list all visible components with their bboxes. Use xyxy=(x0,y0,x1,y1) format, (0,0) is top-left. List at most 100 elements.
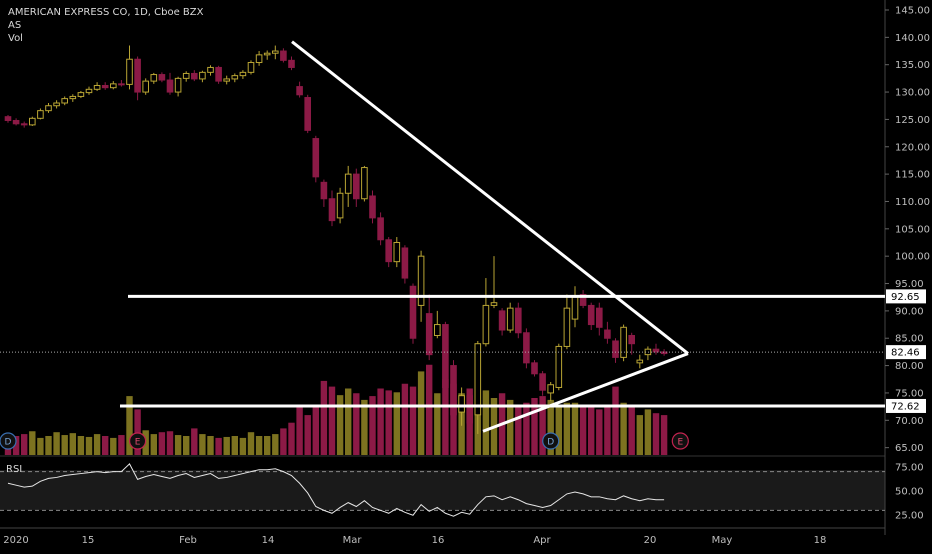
volume-bar xyxy=(29,431,36,455)
price-tick-label: 65.00 xyxy=(895,443,924,454)
candle-body xyxy=(539,373,546,391)
candle xyxy=(466,392,473,432)
volume-bar xyxy=(215,437,222,455)
rsi-tick-label: 50.00 xyxy=(895,487,924,498)
candle xyxy=(134,56,141,101)
candle xyxy=(93,82,101,91)
candle-body xyxy=(515,307,522,334)
time-tick-label: Feb xyxy=(179,535,197,546)
candle xyxy=(77,90,85,99)
candle xyxy=(263,50,271,60)
candle-body xyxy=(336,192,344,219)
candle xyxy=(288,56,295,71)
candle xyxy=(515,302,522,339)
candle xyxy=(110,81,117,90)
candle xyxy=(563,294,571,350)
volume-bar xyxy=(320,380,328,455)
volume-bar xyxy=(264,436,271,455)
volume-bar xyxy=(596,409,603,455)
volume-bar xyxy=(523,402,530,455)
candle xyxy=(612,338,619,363)
candle xyxy=(296,81,303,98)
candle xyxy=(620,324,627,362)
candle xyxy=(539,371,546,396)
candle xyxy=(506,302,514,333)
candle-body xyxy=(506,307,514,331)
candle xyxy=(417,250,425,322)
candle xyxy=(150,72,158,84)
candle-body xyxy=(182,72,190,79)
price-tick-label: 80.00 xyxy=(895,361,924,372)
event-marker-label: E xyxy=(135,438,141,448)
lower-trend-line xyxy=(482,352,689,433)
candle-body xyxy=(239,71,247,77)
price-tick-label: 115.00 xyxy=(895,170,930,181)
volume-bar xyxy=(377,388,384,455)
volume-bar xyxy=(555,407,562,455)
candle-body xyxy=(555,345,563,388)
candle-body xyxy=(85,88,93,94)
volume-bar xyxy=(85,436,93,455)
candle xyxy=(409,283,417,344)
volume-bar xyxy=(37,437,44,455)
price-level-label: 92.65 xyxy=(891,292,920,303)
candle xyxy=(29,116,36,126)
candle xyxy=(207,65,214,76)
rsi-line xyxy=(7,463,665,517)
time-tick-label: 2020 xyxy=(3,535,28,546)
candle-body xyxy=(434,324,441,337)
volume-bar xyxy=(409,386,417,455)
candle xyxy=(401,245,409,284)
volume-bar xyxy=(280,428,287,455)
price-tick-label: 110.00 xyxy=(895,197,930,208)
candle-body xyxy=(29,117,36,126)
rsi-pane: RSI 75.00 50.00 25.00 xyxy=(0,462,924,522)
volume-bar xyxy=(369,396,376,455)
candle-body xyxy=(458,395,465,413)
candle-body xyxy=(223,78,230,82)
candle xyxy=(393,237,401,268)
volume-bar xyxy=(612,386,619,455)
candle xyxy=(12,118,20,126)
candle xyxy=(604,321,611,344)
volume-bar xyxy=(515,405,522,455)
candle-body xyxy=(377,217,384,241)
candle-body xyxy=(61,98,69,104)
volume-bar xyxy=(336,395,344,455)
candle xyxy=(369,190,376,224)
volume-bar xyxy=(620,402,627,455)
event-marker-circle xyxy=(671,432,689,450)
candle-body xyxy=(596,307,603,328)
candle xyxy=(174,76,182,97)
candle-body xyxy=(490,302,498,306)
volume-bar xyxy=(166,431,174,455)
candle-body xyxy=(304,97,311,131)
candle-body xyxy=(385,239,392,263)
volume-bar xyxy=(571,402,579,455)
price-level-bg xyxy=(886,398,926,413)
indicator-vol-label[interactable]: Vol xyxy=(8,33,23,44)
price-tick-label: 70.00 xyxy=(895,416,924,427)
candle-body xyxy=(320,181,328,200)
volume-bar xyxy=(660,415,668,455)
candle-body xyxy=(118,83,125,86)
candle xyxy=(328,190,336,227)
candle-body xyxy=(134,58,141,93)
candle-body xyxy=(231,75,239,80)
indicator-as-label[interactable]: AS xyxy=(8,20,22,31)
candle xyxy=(523,328,530,369)
price-tick-label: 120.00 xyxy=(895,142,930,153)
candle xyxy=(20,121,28,128)
candle xyxy=(482,278,490,347)
candle xyxy=(596,302,603,336)
volume-bar xyxy=(579,405,587,455)
candle-body xyxy=(12,120,20,125)
time-tick-label: Mar xyxy=(343,535,363,546)
candle-body xyxy=(207,66,214,73)
volume-bar xyxy=(118,435,125,455)
volume-bar xyxy=(417,371,425,455)
candle-body xyxy=(369,195,376,219)
event-marker-label: E xyxy=(677,438,683,448)
